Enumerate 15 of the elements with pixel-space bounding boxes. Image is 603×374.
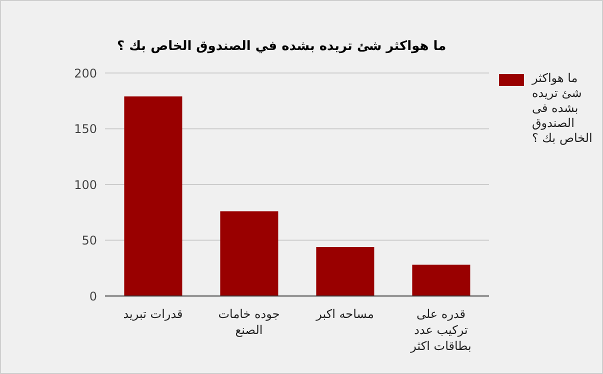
bar [124, 96, 182, 296]
y-tick-label: 150 [74, 122, 97, 136]
x-tick-label: قدرات تبريد [123, 307, 183, 321]
y-tick-label: 0 [89, 289, 97, 304]
x-tick-label: مساحه اكبر [315, 307, 374, 321]
bar [412, 264, 470, 296]
x-tick-label: قدره على تركيب عدد بطاقات اكثر [410, 307, 472, 353]
bar [316, 246, 374, 296]
x-tick-label: جوده خامات الصنع [218, 307, 280, 337]
y-tick-label: 50 [82, 234, 97, 248]
chart-title: ما هواكثر شئ تريده بشده في الصندوق الخاص بك ؟ [117, 39, 446, 54]
bar [220, 211, 278, 296]
y-tick-label: 100 [74, 178, 97, 192]
legend-label: ما هواكثر شئ تريده بشده فى الصندوق الخاص بك ؟ [532, 71, 594, 146]
y-tick-label: 200 [74, 66, 97, 80]
